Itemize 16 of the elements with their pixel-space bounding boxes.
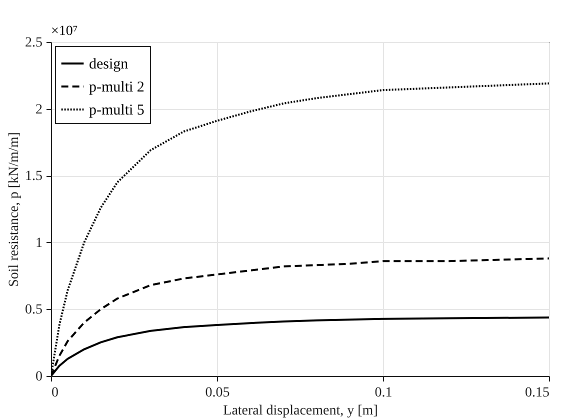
y-tick-label: 2.5 [25,36,42,50]
text: ×10⁷ [51,24,78,39]
legend-label: p-multi 5 [89,102,144,118]
legend-label: design [89,56,129,72]
y-tick-label: 0.5 [25,302,42,318]
x-tick-label: 0.1 [374,386,392,400]
y-tick-label: 1 [36,236,42,251]
y-tick-label: 2 [36,102,42,118]
y-axis-title: Soil resistance, p [kN/m/m] [7,132,22,287]
x-tick-label: 0.15 [525,386,550,400]
y-tick-label: 0 [36,370,42,384]
x-tick-label: 0.05 [205,386,230,400]
y-tick-label: 1.5 [25,169,42,184]
x-tick-label: 0 [52,386,58,400]
legend-label: p-multi 2 [89,80,144,96]
x-axis-title: Lateral displacement, y [m] [223,404,378,418]
